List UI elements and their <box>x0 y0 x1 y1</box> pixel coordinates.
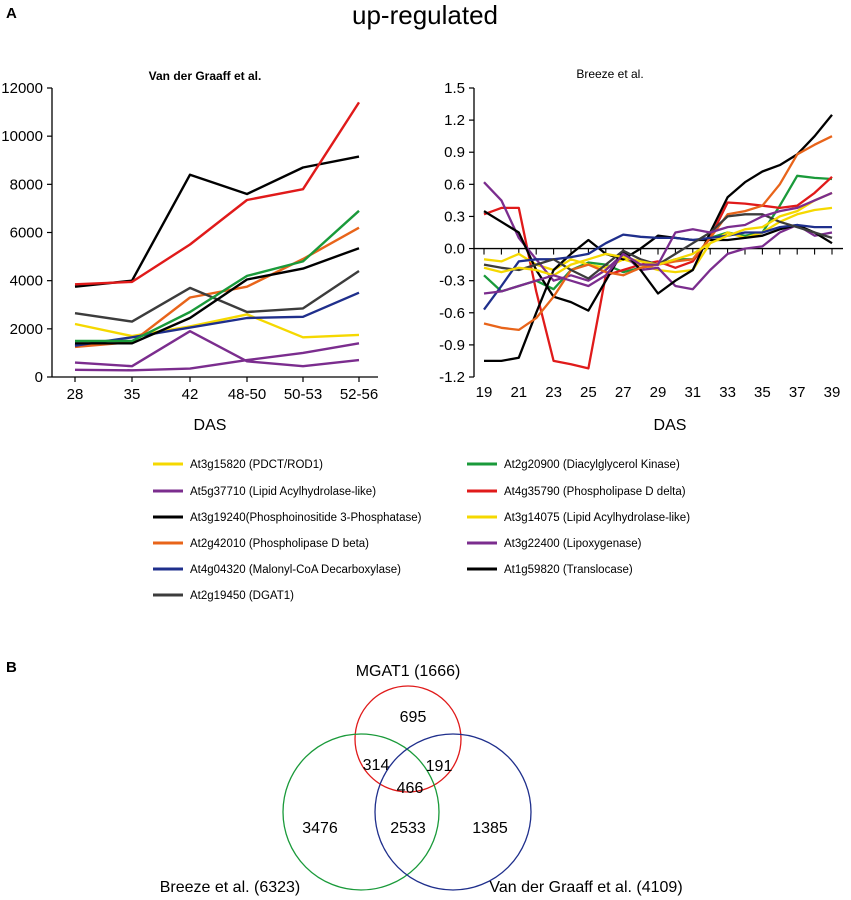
chart-right-xtick-label: 27 <box>615 384 632 401</box>
chart-left-ytick-label: 6000 <box>10 225 43 242</box>
panel-a-label: A <box>6 5 17 22</box>
chart-right-xtick-label: 35 <box>754 384 771 401</box>
chart-right-ticks: -1.2 -0.9 -0.6 -0.3 0.0 0.3 0.6 0.9 1.2 1.5 19 21 23… <box>439 80 840 401</box>
chart-left-series-line <box>74 342 360 372</box>
legend-label: At2g20900 (Diacylglycerol Kinase) <box>504 459 680 471</box>
chart-left-xtick-label: 50-53 <box>284 386 322 403</box>
chart-left-ytick-label: 0 <box>35 369 43 386</box>
chart-right-ytick-label: -1.2 <box>439 369 465 386</box>
legend-label: At4g35790 (Phospholipase D delta) <box>504 486 686 498</box>
chart-right-ytick-label: 1.5 <box>444 80 465 97</box>
chart-left-title: Van der Graaff et al. <box>149 69 262 83</box>
chart-right-ytick-label: 1.2 <box>444 112 465 129</box>
chart-left-ytick-label: 10000 <box>1 128 43 145</box>
chart-right-xtick-label: 29 <box>650 384 667 401</box>
chart-right-xtick-label: 19 <box>476 384 493 401</box>
chart-right-xtick-label: 31 <box>684 384 701 401</box>
chart-left-xtick-label: 42 <box>182 386 199 403</box>
venn-label-vdg: Van der Graaff et al. (4109) <box>489 879 682 896</box>
chart-right-ytick-label: -0.9 <box>439 337 465 354</box>
chart-right-xtick-label: 33 <box>719 384 736 401</box>
chart-left-xtick-label: 28 <box>67 386 84 403</box>
chart-right-ytick-label: -0.6 <box>439 305 465 322</box>
chart-right-ytick-label: 0.0 <box>444 241 465 258</box>
legend-label: At1g59820 (Translocase) <box>504 564 633 576</box>
venn-diagram: MGAT1 (1666) Breeze et al. (6323) Van de… <box>160 663 683 896</box>
chart-left-ticks: 0 2000 4000 6000 8000 10000 12000 28 35 42 48-50 50… <box>1 80 378 403</box>
chart-left-series-line <box>74 330 360 368</box>
chart-right-series-line <box>483 223 832 311</box>
legend-label: At3g14075 (Lipid Acylhydrolase-like) <box>504 512 690 524</box>
legend-label: At3g22400 (Lipoxygenase) <box>504 538 642 550</box>
chart-left-xtick-label: 35 <box>124 386 141 403</box>
chart-breeze: Breeze et al. -1.2 -0.9 -0.6 -0.3 0.0 0.3 0.6 0… <box>439 67 843 434</box>
legend-label: At4g04320 (Malonyl-CoA Decarboxylase) <box>190 564 401 576</box>
chart-right-series-line <box>484 223 833 363</box>
chart-right-title: Breeze et al. <box>576 67 643 81</box>
chart-left-ytick-label: 4000 <box>10 273 43 290</box>
chart-left-series-line <box>75 209 360 343</box>
venn-circle-vdg <box>374 733 532 891</box>
venn-circle-mgat1 <box>354 685 462 793</box>
venn-label-mgat1: MGAT1 (1666) <box>356 663 461 680</box>
chart-right-ytick-label: -0.3 <box>439 273 465 290</box>
chart-right-ytick-label: 0.6 <box>444 176 465 193</box>
figure-title: up-regulated <box>352 0 498 30</box>
chart-left-xtick-label: 52-56 <box>340 386 378 403</box>
venn-region-mgat1-only: 695 <box>400 709 427 726</box>
chart-left-series-line <box>75 247 360 345</box>
chart-left-series-line <box>74 101 361 286</box>
venn-region-mgat1-vdg: 191 <box>426 758 453 775</box>
legend: At3g15820 (PDCT/ROD1) At5g37710 (Lipid Ac… <box>153 459 690 602</box>
chart-left-series <box>74 101 361 372</box>
chart-van-der-graaff: Van der Graaff et al. 0 2000 4000 6000 8000 1… <box>1 69 378 434</box>
legend-label: At3g15820 (PDCT/ROD1) <box>190 459 323 471</box>
chart-right-ytick-label: 0.3 <box>444 208 465 225</box>
chart-left-xlabel: DAS <box>194 417 227 434</box>
chart-left-ytick-label: 2000 <box>10 321 43 338</box>
chart-left-series-line <box>74 155 360 288</box>
venn-region-vdg-only: 1385 <box>472 820 508 837</box>
chart-right-xtick-label: 39 <box>824 384 841 401</box>
chart-right-ytick-label: 0.9 <box>444 144 465 161</box>
venn-region-breeze-only: 3476 <box>302 820 338 837</box>
legend-label: At2g42010 (Phospholipase D beta) <box>190 538 369 550</box>
chart-right-series-line <box>483 175 833 370</box>
venn-region-mgat1-breeze: 314 <box>363 757 390 774</box>
venn-region-all-three: 466 <box>397 780 424 797</box>
chart-right-xlabel: DAS <box>654 417 687 434</box>
chart-left-series-line <box>74 291 360 347</box>
legend-label: At5g37710 (Lipid Acylhydrolase-like) <box>190 486 376 498</box>
chart-left-ytick-label: 8000 <box>10 176 43 193</box>
panel-b-label: B <box>6 659 17 676</box>
chart-right-xtick-label: 21 <box>510 384 527 401</box>
chart-right-xtick-label: 37 <box>789 384 806 401</box>
chart-left-xtick-label: 48-50 <box>228 386 266 403</box>
legend-label: At2g19450 (DGAT1) <box>190 590 294 602</box>
chart-left-axes <box>51 88 378 378</box>
chart-right-xtick-label: 23 <box>545 384 562 401</box>
venn-region-breeze-vdg: 2533 <box>390 820 426 837</box>
chart-right-xtick-label: 25 <box>580 384 597 401</box>
chart-right-series <box>483 114 833 370</box>
venn-label-breeze: Breeze et al. (6323) <box>160 879 301 896</box>
chart-right-series-line <box>483 181 833 291</box>
venn-circle-breeze <box>282 733 440 891</box>
legend-label: At3g19240(Phosphoinositide 3-Phosphatase… <box>190 512 422 524</box>
chart-right-series-line <box>483 191 833 295</box>
chart-left-series-line <box>74 313 360 339</box>
chart-left-ytick-label: 12000 <box>1 80 43 97</box>
chart-left-series-line <box>74 226 360 349</box>
